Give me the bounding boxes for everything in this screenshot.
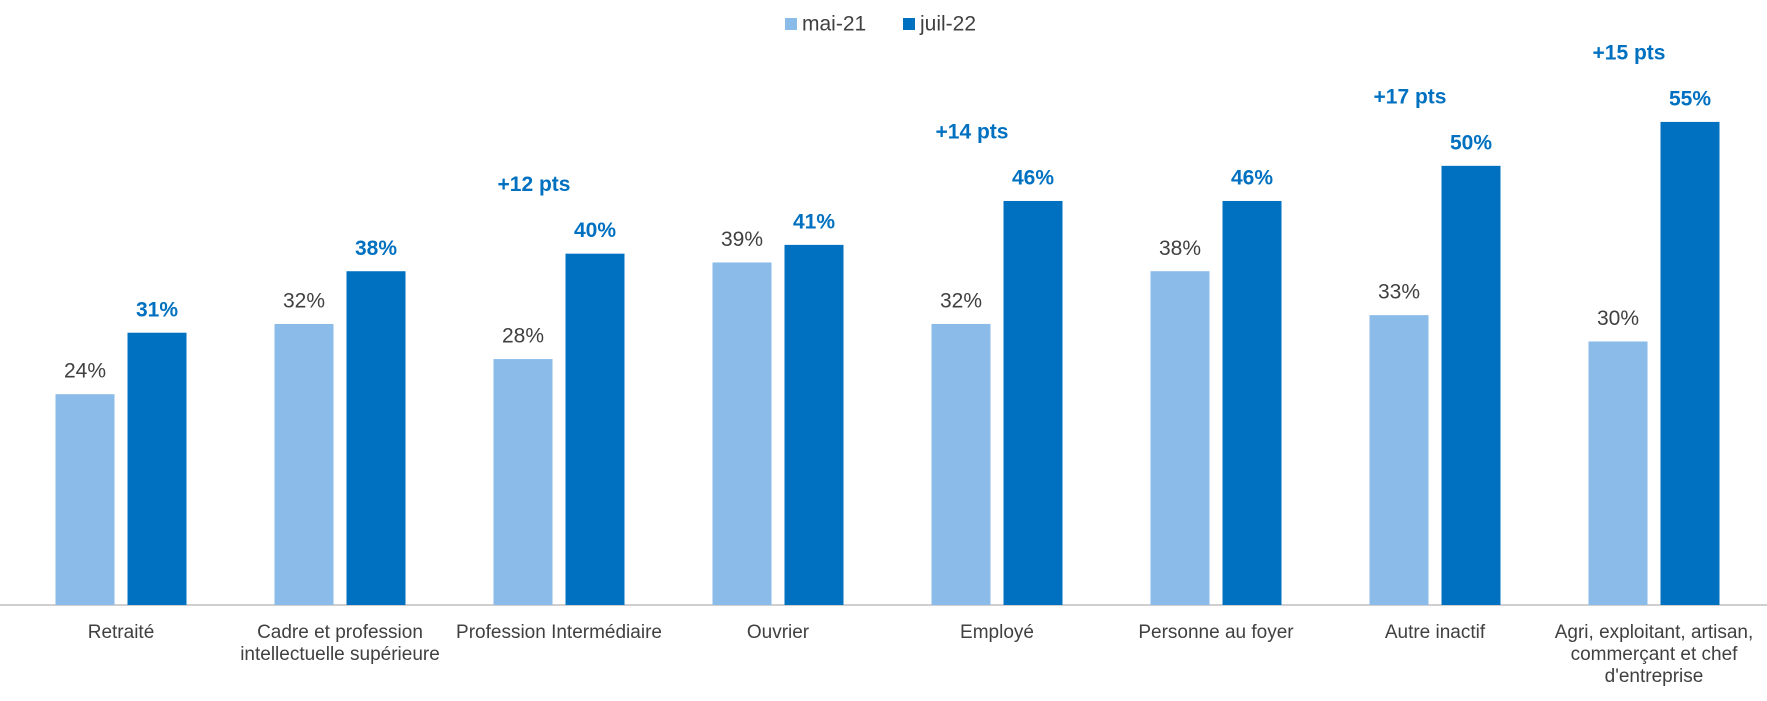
bar [55, 394, 115, 605]
data-label: 46% [1231, 167, 1273, 190]
legend-swatch [903, 18, 915, 30]
data-label: 33% [1378, 281, 1420, 304]
bar [1441, 165, 1501, 606]
annotation: +15 pts [1593, 41, 1666, 64]
legend-label: mai-21 [802, 13, 866, 36]
data-label: 30% [1597, 307, 1639, 330]
bar [1660, 121, 1720, 606]
data-label: 38% [355, 237, 397, 260]
x-tick-label: Profession Intermédiaire [456, 622, 662, 643]
data-label: 32% [283, 289, 325, 312]
bar [1588, 341, 1648, 605]
bar [1222, 200, 1282, 605]
bar [127, 332, 187, 605]
bar [784, 244, 844, 605]
bar [565, 253, 625, 605]
data-label: 40% [574, 219, 616, 242]
legend-label: juil-22 [919, 13, 976, 36]
bar [931, 323, 991, 605]
data-label: 41% [793, 210, 835, 233]
bar [493, 359, 553, 605]
x-tick-label: Retraité [87, 622, 155, 643]
bar [346, 271, 406, 605]
annotation: +14 pts [936, 121, 1009, 144]
bar [1003, 200, 1063, 605]
x-tick-label: Agri, exploitant, artisan, commerçant et… [1554, 622, 1754, 687]
bar [1150, 271, 1210, 605]
data-label: 32% [940, 289, 982, 312]
data-label: 31% [136, 298, 178, 321]
data-label: 55% [1669, 87, 1711, 110]
x-tick-label: Cadre et profession intellectuelle supér… [240, 622, 440, 665]
x-tick-label: Personne au foyer [1138, 622, 1294, 643]
bar [274, 323, 334, 605]
bar [712, 262, 772, 605]
annotation: +12 pts [498, 173, 571, 196]
x-tick-label: Employé [960, 622, 1034, 643]
x-tick-label: Ouvrier [746, 622, 810, 643]
data-label: 46% [1012, 167, 1054, 190]
x-tick-label: Autre inactif [1384, 622, 1486, 643]
data-label: 38% [1159, 237, 1201, 260]
data-label: 28% [502, 325, 544, 348]
legend-swatch [785, 18, 797, 30]
data-label: 50% [1450, 131, 1492, 154]
bar [1369, 315, 1429, 605]
data-label: 24% [64, 360, 106, 383]
annotation: +17 pts [1374, 85, 1447, 108]
data-label: 39% [721, 228, 763, 251]
